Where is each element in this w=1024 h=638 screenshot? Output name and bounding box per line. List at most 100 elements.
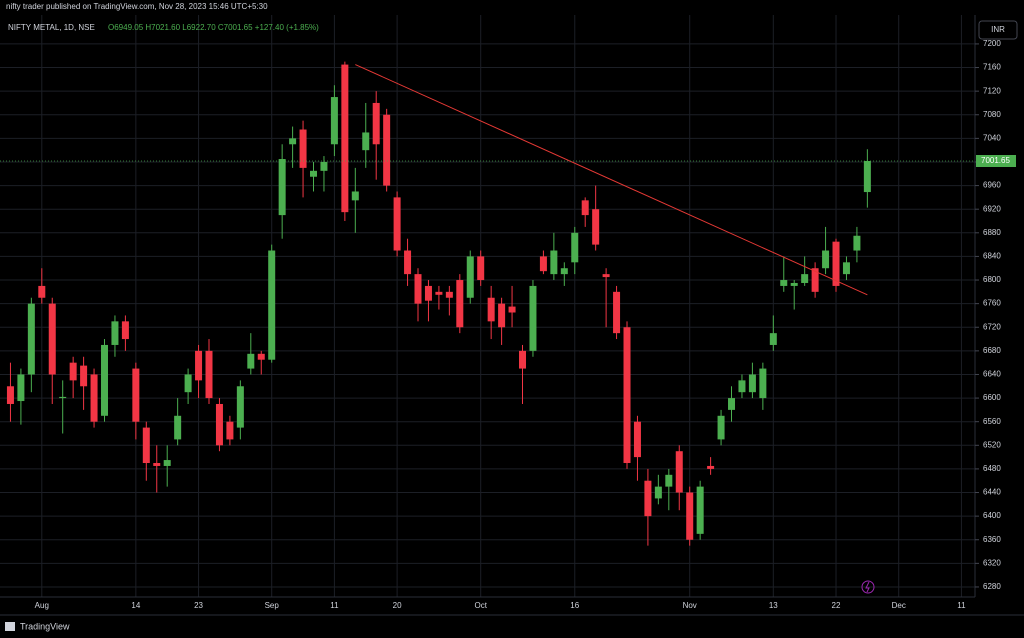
x-tick-label: Sep <box>265 601 280 610</box>
candle-body <box>644 480 652 517</box>
x-tick-label: Nov <box>683 601 697 610</box>
y-tick-label: 6840 <box>983 252 1001 261</box>
candle-body <box>623 327 631 464</box>
candle-body <box>842 262 850 275</box>
candle-body <box>728 398 736 410</box>
candle-body <box>707 465 715 469</box>
candle-body <box>320 161 328 171</box>
candle-body <box>372 102 380 145</box>
x-tick-label: 22 <box>832 601 841 610</box>
candle-body <box>602 274 610 278</box>
candle-body <box>780 280 788 286</box>
candle-body <box>686 492 694 540</box>
y-tick-label: 6680 <box>983 346 1001 355</box>
x-tick-label: 11 <box>330 601 339 610</box>
candle-body <box>613 291 621 334</box>
chart-title: NIFTY METAL, 1D, NSE <box>8 23 95 32</box>
candle-body <box>17 374 25 402</box>
candle-body <box>811 268 819 292</box>
candle-body <box>101 344 109 416</box>
candle-body <box>592 209 600 245</box>
candle-body <box>215 403 223 446</box>
candle-body <box>508 306 516 313</box>
candle-body <box>466 256 474 298</box>
candle-body <box>717 415 725 440</box>
candle-body <box>226 421 234 440</box>
candle-body <box>759 368 767 399</box>
candle-body <box>445 291 453 298</box>
candle-body <box>581 200 589 216</box>
y-tick-label: 6920 <box>983 204 1001 213</box>
candle-body <box>174 415 182 440</box>
candle-body <box>205 350 213 399</box>
candle-body <box>142 427 150 464</box>
logo <box>5 622 15 631</box>
last-price-label: 7001.65 <box>981 156 1010 165</box>
x-tick-label: 14 <box>131 601 140 610</box>
candle-body <box>310 170 318 177</box>
candle-body <box>696 486 704 534</box>
candle-body <box>665 474 673 487</box>
candle-body <box>654 486 662 499</box>
y-tick-label: 6960 <box>983 181 1001 190</box>
y-tick-label: 6480 <box>983 464 1001 473</box>
footer: TradingView <box>20 621 70 631</box>
candle-body <box>560 268 568 275</box>
candle-body <box>289 138 297 145</box>
candle-body <box>268 250 276 360</box>
candle-body <box>6 386 14 404</box>
candle-body <box>790 282 798 286</box>
candle-body <box>90 374 98 422</box>
candle-body <box>769 333 777 345</box>
event-icon[interactable] <box>861 580 875 594</box>
x-tick-label: 11 <box>957 601 966 610</box>
candle-body <box>519 350 527 369</box>
candle-body <box>362 132 370 151</box>
candle-body <box>456 280 464 328</box>
x-tick-label: 13 <box>769 601 778 610</box>
y-tick-label: 6600 <box>983 393 1001 402</box>
candle-body <box>195 350 203 381</box>
y-tick-label: 7160 <box>983 63 1001 72</box>
ohlc-legend: O6949.05 H7021.60 L6922.70 C7001.65 +127… <box>108 23 319 32</box>
y-tick-label: 6560 <box>983 417 1001 426</box>
y-tick-label: 6520 <box>983 440 1001 449</box>
y-tick-label: 6720 <box>983 322 1001 331</box>
candle-body <box>121 321 129 340</box>
last-price-box <box>976 155 1016 168</box>
candle-body <box>236 386 244 428</box>
y-tick-label: 6760 <box>983 299 1001 308</box>
candle-body <box>69 362 77 381</box>
currency-box[interactable] <box>978 20 1018 40</box>
candle-body <box>539 256 547 272</box>
x-tick-label: 23 <box>194 601 203 610</box>
trend-line <box>355 64 868 296</box>
y-tick-label: 6320 <box>983 558 1001 567</box>
candle-body <box>111 321 119 345</box>
candle-body <box>801 274 809 283</box>
candle-body <box>498 303 506 328</box>
y-tick-label: 7040 <box>983 133 1001 142</box>
currency[interactable]: INR <box>991 25 1005 34</box>
y-tick-label: 7080 <box>983 110 1001 119</box>
x-tick-label: 20 <box>393 601 402 610</box>
candle-body <box>477 256 485 281</box>
candle-body <box>80 365 88 387</box>
candle-body <box>132 368 140 422</box>
y-tick-label: 6440 <box>983 488 1001 497</box>
y-tick-label: 6400 <box>983 511 1001 520</box>
candle-body <box>163 460 171 466</box>
candle-body <box>153 463 161 466</box>
candle-body <box>351 191 359 201</box>
x-tick-label: Aug <box>35 601 49 610</box>
candle-body <box>247 353 255 369</box>
candle-body <box>633 421 641 458</box>
event-icon-bolt <box>865 581 870 593</box>
candle-body <box>571 232 579 263</box>
candle-body <box>487 297 495 322</box>
candle-body <box>257 353 265 360</box>
plot <box>0 61 975 546</box>
candle-body <box>393 197 401 251</box>
candle-body <box>330 97 338 145</box>
